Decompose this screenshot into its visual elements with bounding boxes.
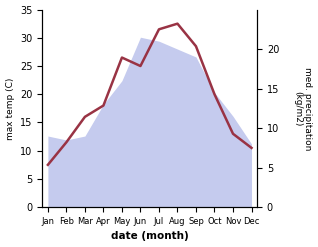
X-axis label: date (month): date (month) [111,231,189,242]
Y-axis label: med. precipitation
(kg/m2): med. precipitation (kg/m2) [293,67,313,150]
Y-axis label: max temp (C): max temp (C) [5,77,15,140]
